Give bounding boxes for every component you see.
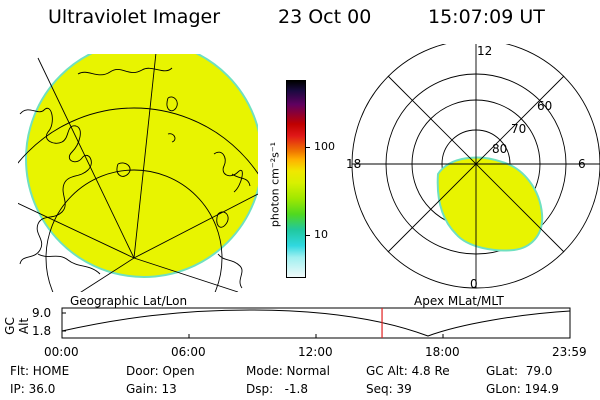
timeline-xtick-0: 00:00 [44, 345, 79, 359]
geo-coastline [37, 253, 243, 289]
info-gain: Gain: 13 [126, 382, 177, 396]
colorbar [286, 80, 306, 278]
info-gcalt: GC Alt: 4.8 Re [366, 364, 450, 378]
timeline-ticks [62, 312, 444, 338]
polar-mlt-lines [352, 44, 600, 288]
polar-label-lat-80: 80 [492, 142, 508, 156]
info-flt: Flt: HOME [10, 364, 70, 378]
instrument-title: Ultraviolet Imager [48, 6, 221, 28]
info-mode: Mode: Normal [246, 364, 330, 378]
polar-label-mlt-12: 12 [477, 44, 493, 58]
altitude-curve [61, 309, 571, 337]
image-time: 15:07:09 UT [428, 6, 545, 28]
colorbar-label-100: 100 [314, 140, 335, 153]
timeline-xtick-3: 18:00 [425, 345, 460, 359]
info-glat: GLat: 79.0 [486, 364, 553, 378]
timeline-xtick-4: 23:59 [552, 345, 587, 359]
polar-label-mlt-18: 18 [346, 157, 362, 171]
colorbar-tick-100 [305, 147, 310, 148]
timeline-ylabel: GC Alt [3, 317, 31, 335]
polar-label-mlt-6: 6 [578, 157, 586, 171]
timeline-xtick-2: 12:00 [298, 345, 333, 359]
polar-aurora-region [436, 156, 544, 252]
info-seq: Seq: 39 [366, 382, 412, 396]
geo-grid [18, 54, 258, 292]
polar-label-lat-60: 60 [537, 99, 553, 113]
polar-label-lat-70: 70 [511, 122, 527, 136]
colorbar-label-10: 10 [314, 228, 328, 241]
polar-label-mlt-0: 0 [470, 277, 478, 291]
geographic-map [18, 54, 258, 292]
geo-coastline [77, 67, 178, 112]
polar-map [351, 44, 600, 289]
info-glon: GLon: 194.9 [486, 382, 559, 396]
colorbar-tick-10 [305, 235, 310, 236]
info-door: Door: Open [126, 364, 195, 378]
info-ip: IP: 36.0 [10, 382, 56, 396]
image-date: 23 Oct 00 [278, 6, 372, 28]
geo-coastline [19, 107, 92, 265]
geo-panel-label: Geographic Lat/Lon [70, 294, 188, 308]
info-dsp: Dsp: -1.8 [246, 382, 309, 396]
timeline-ytick-top: 9.0 [32, 306, 52, 320]
timeline-ytick-bottom: 1.8 [32, 324, 52, 338]
colorbar-unit-label: photon cm⁻²s⁻¹ [268, 141, 282, 228]
altitude-timeline [61, 307, 571, 339]
geo-aurora-disc [25, 54, 258, 278]
polar-panel-label: Apex MLat/MLT [414, 294, 504, 308]
timeline-xtick-1: 06:00 [171, 345, 206, 359]
